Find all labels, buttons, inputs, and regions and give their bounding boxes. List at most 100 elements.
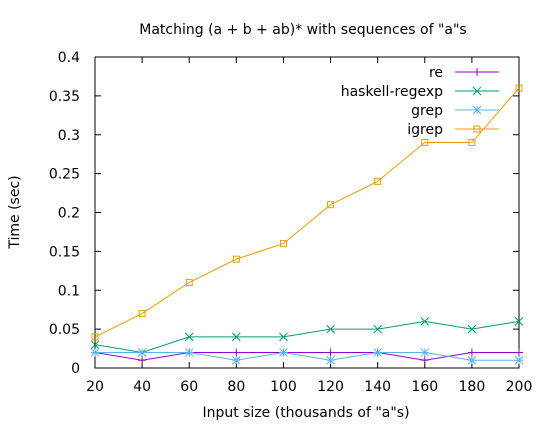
marker-stroke [231,332,241,342]
marker-stroke [231,355,241,365]
marker-stroke [514,316,524,326]
marker-stroke [420,348,430,357]
data-point [138,310,146,318]
marker-stroke [185,278,193,286]
series-layer [90,84,524,365]
marker-stroke [468,139,476,147]
data-point [420,316,430,326]
chart-title: Matching (a + b + ab)* with sequences of… [139,22,466,38]
x-tick-label: 80 [227,379,245,395]
data-point [467,324,477,334]
marker-stroke [327,201,335,209]
data-point [468,139,476,147]
y-tick-label: 0 [71,361,80,377]
marker-stroke [421,139,429,147]
x-axis-title: Input size (thousands of "a"s) [202,405,409,421]
marker-stroke [473,125,481,133]
data-point [373,348,383,357]
marker-stroke [184,348,194,357]
x-tick-label: 60 [180,379,198,395]
data-point [137,348,147,357]
data-point [374,177,382,185]
data-point [90,340,100,350]
marker-stroke [279,332,288,342]
data-point [472,86,482,96]
x-tick-label: 40 [133,379,151,395]
data-point [514,355,524,365]
y-axis-title: Time (sec) [7,175,23,249]
x-tick-label: 200 [506,379,533,395]
series-line [94,87,520,338]
x-tick-label: 180 [459,379,486,395]
data-point [232,255,240,263]
y-tick-label: 0.15 [49,244,80,260]
plot-frame [94,56,520,369]
marker-stroke [279,348,288,357]
y-tick-label: 0.2 [58,206,80,222]
legend-label: re [429,65,443,81]
marker-stroke [326,355,335,365]
data-point [91,333,99,341]
x-tick-label: 160 [411,379,438,395]
legend-label: grep [411,103,443,119]
data-point [184,348,194,357]
legend-label: igrep [407,122,443,138]
y-tick-label: 0.4 [58,50,80,66]
data-point [279,240,287,248]
data-point [420,348,430,357]
data-point [231,355,241,365]
data-point [373,324,383,334]
data-point [467,355,477,365]
data-point [515,84,523,92]
y-tick-label: 0.1 [58,283,80,299]
data-point [231,332,241,342]
data-point [185,278,193,286]
data-point [327,201,335,209]
x-tick-label: 20 [86,379,104,395]
marker-stroke [467,324,477,334]
legend: re haskell-regexp grep igrep [341,65,499,138]
x-tick-label: 140 [364,379,391,395]
x-tick-label: 120 [317,379,344,395]
data-point [420,356,429,365]
y-tick-label: 0.35 [49,89,80,105]
data-point [90,348,100,357]
series-line [95,351,519,361]
data-point [184,332,194,342]
data-point [472,105,482,115]
marker-stroke [514,355,524,365]
data-point [232,348,241,357]
data-point [279,348,288,357]
series-line [94,320,520,353]
marker-stroke [373,348,383,357]
marker-stroke [137,348,147,357]
marker-stroke [90,340,100,350]
data-point [473,68,481,76]
data-point [514,316,524,326]
data-point [279,332,288,342]
data-point [326,348,335,357]
data-point [326,355,335,365]
axes: 0 0.05 0.1 0.15 0.2 0.25 0.3 0.35 0.4 20 40 60 80 100… [49,50,533,395]
data-point [138,356,147,365]
y-tick-label: 0.25 [49,167,80,183]
marker-stroke [374,177,382,185]
marker-stroke [91,333,99,341]
marker-stroke [90,348,100,357]
y-tick-label: 0.3 [58,128,80,144]
marker-stroke [138,310,146,318]
marker-stroke [467,355,477,365]
data-point [421,139,429,147]
marker-stroke [326,324,335,334]
marker-stroke [184,332,194,342]
series-haskell-regexp [90,316,524,357]
marker-stroke [515,84,523,92]
marker-stroke [472,105,482,115]
data-point [515,348,523,357]
data-point [326,324,335,334]
legend-label: haskell-regexp [341,84,443,100]
marker-stroke [472,86,482,96]
series-igrep [91,84,523,341]
x-tick-label: 100 [270,379,297,395]
data-point [467,348,476,357]
